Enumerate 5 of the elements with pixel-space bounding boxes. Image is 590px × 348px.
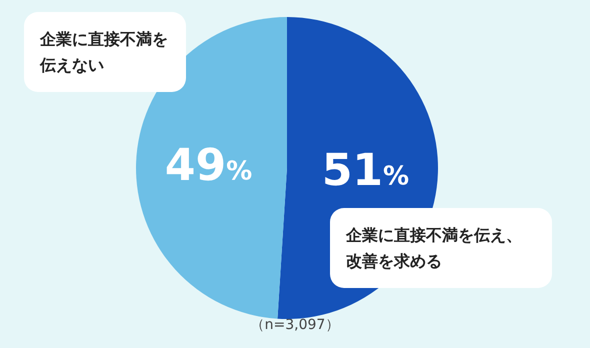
data-label: 51% bbox=[322, 144, 410, 196]
text: （n=3,097） bbox=[250, 317, 340, 333]
data-label: 49% bbox=[164, 140, 252, 192]
slice-label: 企業に直接不満を伝え、改善を求める bbox=[345, 226, 522, 270]
slice-label: 企業に直接不満を伝えない bbox=[39, 30, 168, 74]
